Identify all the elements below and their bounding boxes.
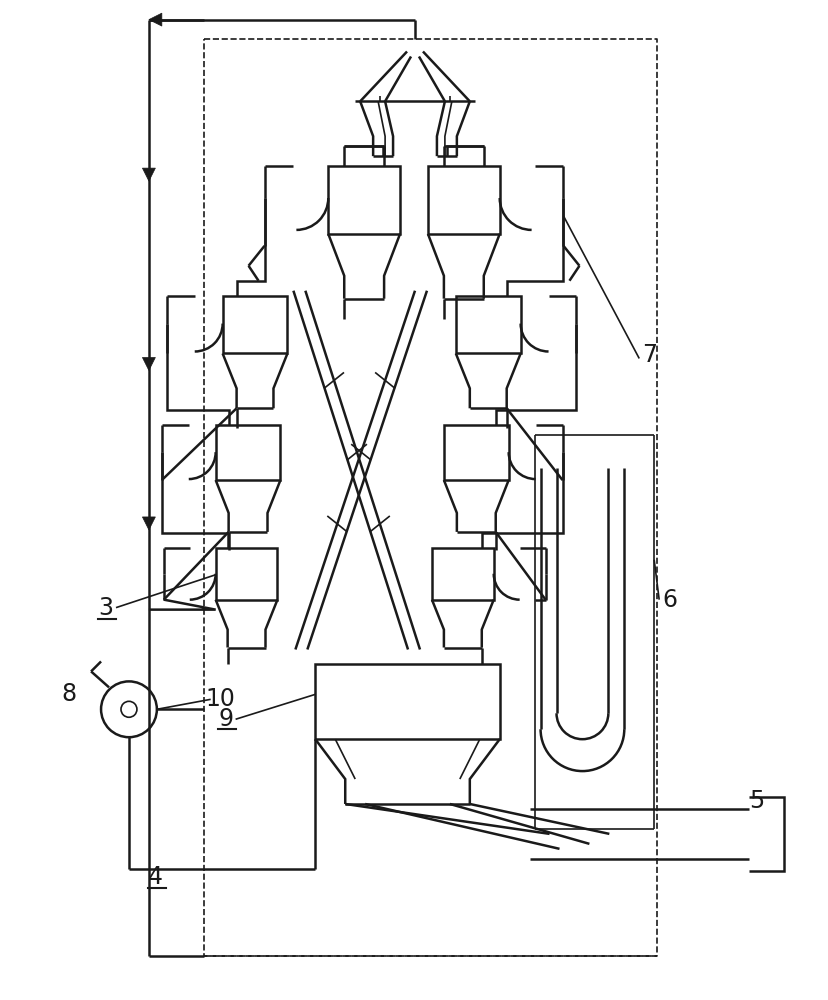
- Polygon shape: [142, 168, 155, 181]
- Polygon shape: [149, 13, 161, 26]
- Polygon shape: [142, 517, 155, 530]
- Text: 7: 7: [642, 343, 657, 367]
- Text: 4: 4: [148, 865, 163, 889]
- Bar: [455, 296, 520, 353]
- Bar: [215, 548, 277, 600]
- Bar: [443, 425, 508, 480]
- Text: 3: 3: [99, 596, 113, 620]
- Polygon shape: [142, 357, 155, 370]
- Bar: [223, 296, 287, 353]
- Text: 6: 6: [662, 588, 676, 612]
- Bar: [427, 166, 499, 234]
- Text: 10: 10: [205, 687, 235, 711]
- Bar: [215, 425, 280, 480]
- Text: 8: 8: [61, 682, 77, 706]
- Text: 9: 9: [218, 707, 233, 731]
- Bar: [315, 664, 499, 739]
- Bar: [431, 548, 493, 600]
- Bar: [328, 166, 400, 234]
- Text: 5: 5: [749, 789, 763, 813]
